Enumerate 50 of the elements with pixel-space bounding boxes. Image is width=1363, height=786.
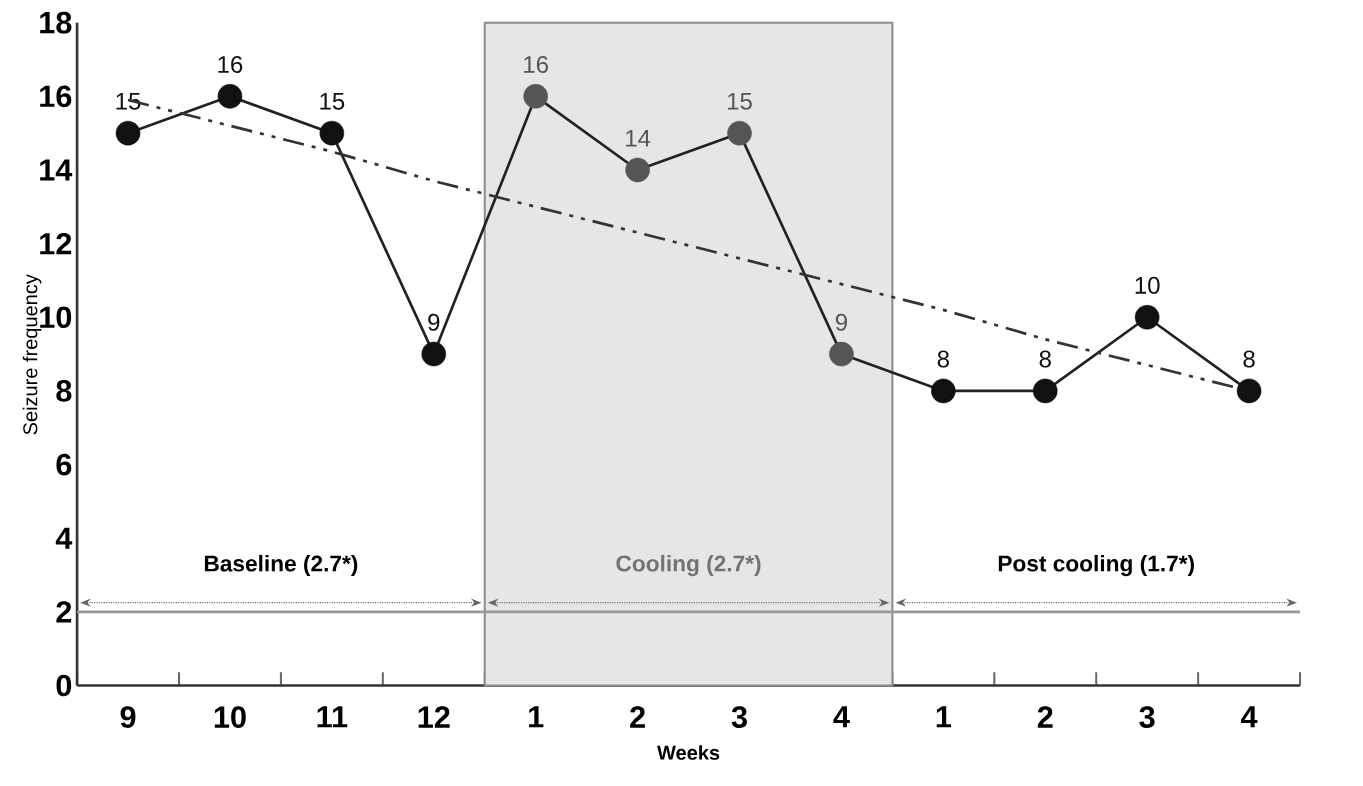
x-axis-title: Weeks [657, 745, 720, 761]
point [421, 342, 447, 367]
x-tick-label: 2 [630, 706, 645, 728]
x-tick-label: 9 [120, 706, 136, 729]
data-label: 14 [626, 130, 651, 147]
data-label: 9 [835, 313, 847, 331]
annotation: Post cooling (1.7*) [998, 555, 1194, 577]
point [1032, 378, 1058, 404]
y-tick-label: 4 [55, 527, 73, 549]
y-tick-label: 2 [56, 601, 72, 623]
point [829, 342, 854, 367]
y-tick-label: 18 [40, 12, 72, 34]
point [115, 121, 141, 146]
point [1134, 305, 1160, 330]
x-tick-label: 4 [833, 706, 850, 728]
data-label: 16 [524, 56, 548, 74]
data-label: 9 [428, 313, 440, 331]
y-tick-label: 0 [56, 674, 72, 697]
x-tick-label: 1 [936, 706, 952, 728]
y-tick-label: 10 [40, 306, 72, 329]
y-tick-label: 14 [40, 159, 73, 181]
x-tick-label: 4 [1241, 706, 1258, 728]
data-label: 16 [218, 56, 243, 74]
point [217, 84, 243, 109]
point [727, 121, 752, 146]
x-tick-label: 3 [731, 706, 747, 729]
y-tick-label: 12 [40, 233, 72, 255]
data-label: 15 [320, 93, 345, 110]
data-label: 10 [1135, 277, 1160, 295]
point [523, 84, 548, 109]
x-tick-label: 10 [214, 706, 246, 729]
point [931, 378, 956, 404]
annotation: Baseline (2.7*) [204, 555, 358, 577]
point [319, 121, 345, 146]
y-tick-label: 6 [56, 453, 72, 476]
point [625, 157, 650, 183]
x-tick-label: 11 [317, 706, 348, 728]
y-tick-label: 16 [40, 85, 72, 108]
data-label: 15 [727, 93, 752, 110]
point [1236, 378, 1262, 404]
band-label: Cooling (2.7*) [616, 555, 761, 577]
data-label: 8 [1039, 350, 1051, 368]
data-label: 8 [1243, 350, 1255, 368]
x-tick-label: 1 [529, 706, 544, 728]
x-tick-label: 2 [1037, 706, 1053, 728]
y-axis-title: Seizure frequency [22, 274, 42, 435]
data-label: 8 [937, 350, 949, 368]
y-tick-label: 8 [56, 380, 72, 402]
x-tick-label: 12 [418, 706, 450, 728]
x-tick-label: 3 [1139, 706, 1155, 729]
